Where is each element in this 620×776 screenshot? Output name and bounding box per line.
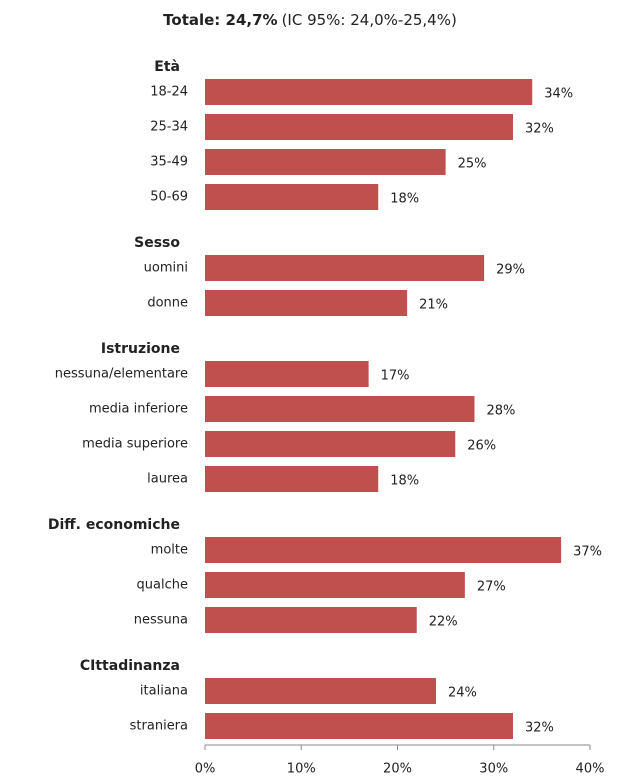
category-label: nessuna [134, 613, 188, 628]
category-label: 25-34 [150, 120, 188, 135]
bar [205, 678, 436, 704]
bar [205, 361, 369, 387]
bar [205, 713, 513, 739]
bar [205, 255, 485, 281]
category-label: italiana [140, 684, 188, 699]
category-label: uomini [144, 261, 188, 276]
group-heading: Istruzione [101, 341, 180, 357]
value-label: 34% [544, 87, 573, 102]
value-label: 18% [390, 192, 419, 207]
category-label: 18-24 [150, 85, 188, 100]
category-label: qualche [137, 578, 188, 593]
value-label: 17% [381, 369, 410, 384]
x-tick-label: 20% [383, 762, 412, 776]
group-heading: Età [154, 59, 180, 75]
value-label: 18% [390, 474, 419, 489]
x-tick-label: 40% [576, 762, 605, 776]
value-label: 27% [477, 580, 506, 595]
bar [205, 466, 379, 492]
x-tick-label: 30% [479, 762, 508, 776]
category-label: 50-69 [150, 190, 188, 205]
value-label: 26% [467, 439, 496, 454]
category-label: molte [151, 543, 188, 558]
category-label: nessuna/elementare [55, 367, 188, 382]
x-tick-label: 0% [195, 762, 216, 776]
x-tick-label: 10% [287, 762, 316, 776]
value-label: 37% [573, 545, 602, 560]
value-label: 29% [496, 263, 525, 278]
category-label: media superiore [82, 437, 188, 452]
group-heading: Diff. economiche [48, 517, 180, 533]
value-label: 22% [429, 615, 458, 630]
value-label: 25% [458, 157, 487, 172]
value-label: 21% [419, 298, 448, 313]
bar [205, 149, 446, 175]
bar [205, 79, 533, 105]
bar [205, 114, 513, 140]
value-label: 32% [525, 721, 554, 736]
group-heading: Sesso [134, 235, 180, 251]
bar [205, 537, 562, 563]
value-label: 24% [448, 686, 477, 701]
value-label: 28% [487, 404, 516, 419]
category-label: media inferiore [89, 402, 188, 417]
chart-title: Totale: 24,7% [163, 11, 277, 29]
value-label: 32% [525, 122, 554, 137]
category-label: straniera [130, 719, 188, 734]
group-heading: CIttadinanza [80, 658, 180, 674]
bar [205, 290, 408, 316]
bar [205, 572, 465, 598]
bar [205, 431, 456, 457]
category-label: donne [147, 296, 188, 311]
chart-title-line: Totale: 24,7% (IC 95%: 24,0%-25,4%) [163, 11, 457, 29]
bar [205, 396, 475, 422]
bar [205, 184, 379, 210]
bar [205, 607, 417, 633]
chart-subtitle: (IC 95%: 24,0%-25,4%) [282, 11, 457, 29]
category-label: laurea [147, 472, 188, 487]
category-label: 35-49 [150, 155, 188, 170]
